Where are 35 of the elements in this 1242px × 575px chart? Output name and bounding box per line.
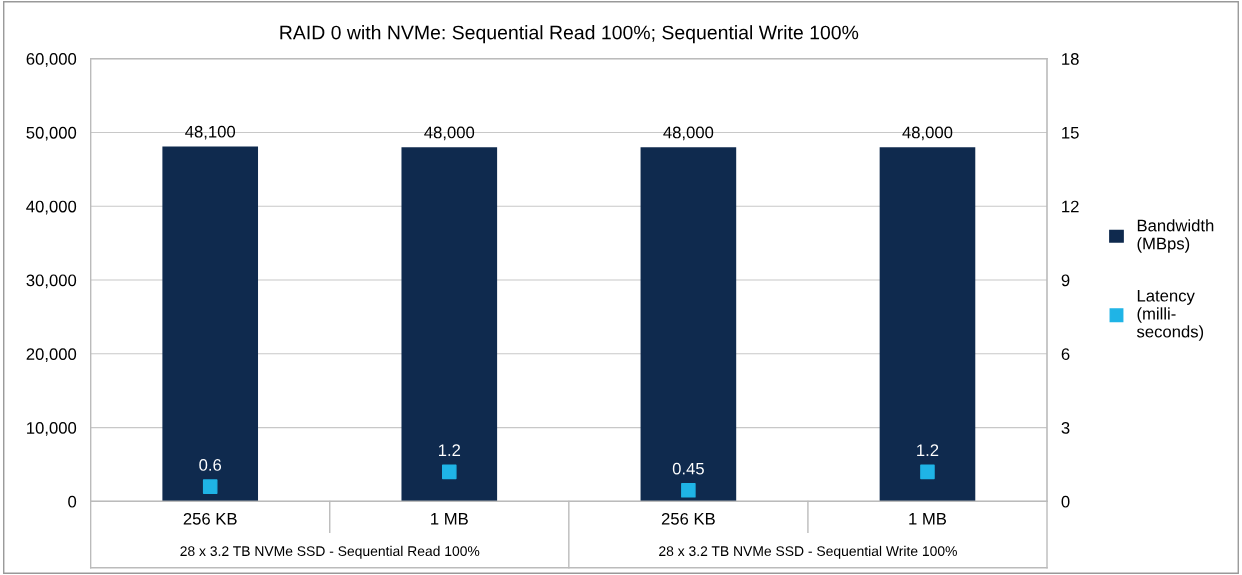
y2-tick-label: 12	[1062, 200, 1079, 213]
data-label: 48,000	[663, 126, 714, 141]
text: 28 x 3.2 TB NVMe SSD - Sequential Write 100%	[659, 545, 957, 559]
y-tick-label: 20,000	[26, 348, 77, 362]
chart-title: RAID 0 with NVMe: Sequential Read 100%; Sequential Write 100%	[280, 25, 859, 44]
y2-tick-label: 0	[1061, 495, 1070, 508]
x-tick-label: 256 KB	[183, 512, 237, 525]
x-tick-label: 1 MB	[431, 513, 468, 525]
data-label: 0.45	[672, 462, 704, 475]
y2-tick-label: 6	[1061, 348, 1070, 361]
y-tick-label: 30,000	[26, 274, 77, 289]
y-tick-label: 50,000	[26, 126, 77, 141]
data-label: 1.2	[917, 444, 939, 456]
legend-label: Latency (milli- seconds)	[1136, 289, 1204, 341]
y-tick-label: 40,000	[26, 200, 77, 215]
y2-tick-label: 15	[1062, 127, 1079, 139]
x-tick-label: 1 MB	[909, 513, 947, 525]
data-label: 48,100	[185, 125, 236, 140]
y-tick-label: 60,000	[26, 53, 77, 67]
data-label: 48,000	[424, 126, 475, 141]
point	[681, 483, 696, 498]
y-tick-label: 0	[68, 495, 77, 508]
y-tick-label: 10,000	[27, 422, 77, 436]
data-label: 1.2	[438, 444, 461, 456]
point	[442, 464, 457, 480]
text: 28 x 3.2 TB NVMe SSD - Sequential Read 100%	[180, 545, 480, 559]
legend-label: Bandwidth (MBps)	[1137, 219, 1214, 253]
point	[202, 479, 218, 494]
y2-tick-label: 18	[1062, 53, 1079, 65]
data-label: 0.6	[199, 459, 222, 471]
data-label: 48,000	[902, 126, 953, 141]
point	[920, 464, 935, 480]
x-tick-label: 256 KB	[661, 512, 715, 525]
y2-tick-label: 9	[1061, 274, 1070, 287]
y2-tick-label: 3	[1061, 422, 1070, 434]
